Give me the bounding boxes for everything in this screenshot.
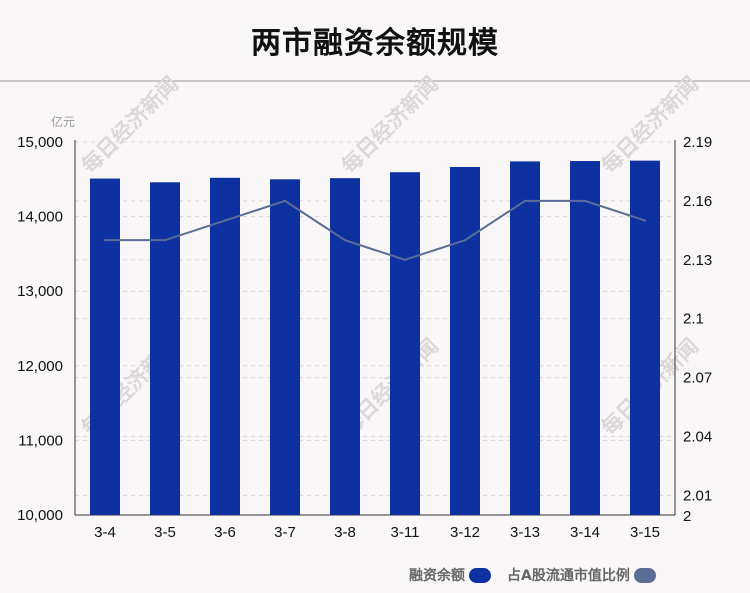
chart-title: 两市融资余额规模 <box>251 26 499 61</box>
ratio-point-3-13 <box>523 199 527 203</box>
y-right-tick-label: 2 <box>683 508 691 525</box>
bar-3-8 <box>330 178 360 515</box>
ratio-point-3-14 <box>583 199 587 203</box>
bar-3-11 <box>390 172 420 515</box>
x-tick-label: 3-6 <box>214 524 236 541</box>
bar-3-7 <box>270 179 300 516</box>
bar-3-13 <box>510 161 540 515</box>
legend-label-balance: 融资余额 <box>409 568 465 584</box>
x-tick-label: 3-12 <box>450 524 480 541</box>
legend: 融资余额 占A股流通市值比例 <box>409 565 672 585</box>
legend-label-ratio: 占A股流通市值比例 <box>507 568 630 584</box>
ratio-point-3-8 <box>343 238 347 242</box>
bar-3-4 <box>90 178 120 515</box>
ratio-point-3-6 <box>223 219 227 222</box>
watermark-text-1: 每日经济新闻 <box>337 72 443 178</box>
y-right-tick-label: 2.19 <box>683 134 712 151</box>
legend-swatch-ratio <box>633 567 656 583</box>
ratio-point-3-7 <box>283 199 287 203</box>
ratio-point-3-15 <box>643 219 647 222</box>
y-right-tick-label: 2.01 <box>683 487 712 504</box>
y-left-tick-label: 10,000 <box>17 507 63 524</box>
x-tick-label: 3-8 <box>334 524 356 541</box>
x-tick-label: 3-13 <box>510 524 540 541</box>
y-right-tick-label: 2.07 <box>683 370 712 387</box>
y-left-tick-label: 14,000 <box>17 209 63 226</box>
ratio-point-3-4 <box>103 238 107 242</box>
bar-3-14 <box>570 161 600 515</box>
x-tick-label: 3-5 <box>154 524 176 541</box>
ratio-point-3-11 <box>403 258 407 261</box>
y-right-tick-label: 2.13 <box>683 252 712 269</box>
bar-3-15 <box>630 160 660 515</box>
y-left-tick-label: 13,000 <box>17 283 63 300</box>
y-right-tick-label: 2.1 <box>683 311 704 328</box>
y-right-tick-label: 2.16 <box>683 193 712 210</box>
y-right-tick-label: 2.04 <box>683 428 712 445</box>
title-divider <box>0 80 750 82</box>
x-tick-label: 3-14 <box>570 524 600 541</box>
ratio-line <box>105 199 646 261</box>
y-left-unit: 亿元 <box>51 114 75 129</box>
watermark-text-0: 每日经济新闻 <box>77 72 183 178</box>
ratio-point-3-12 <box>463 238 467 242</box>
x-tick-label: 3-7 <box>274 524 296 541</box>
bar-3-12 <box>450 166 480 515</box>
bar-3-5 <box>150 182 180 515</box>
y-left-tick-label: 12,000 <box>17 358 63 375</box>
y-left-tick-label: 11,000 <box>18 432 63 449</box>
x-tick-label: 3-4 <box>94 524 116 541</box>
x-tick-label: 3-11 <box>391 524 420 541</box>
legend-item-balance: 融资余额 <box>409 565 491 585</box>
bar-3-6 <box>210 177 240 516</box>
x-tick-label: 3-15 <box>630 524 660 541</box>
ratio-point-3-5 <box>163 238 167 242</box>
y-left-tick-label: 15,000 <box>17 134 63 151</box>
legend-swatch-balance <box>469 567 491 583</box>
legend-item-ratio: 占A股流通市值比例 <box>507 565 656 585</box>
